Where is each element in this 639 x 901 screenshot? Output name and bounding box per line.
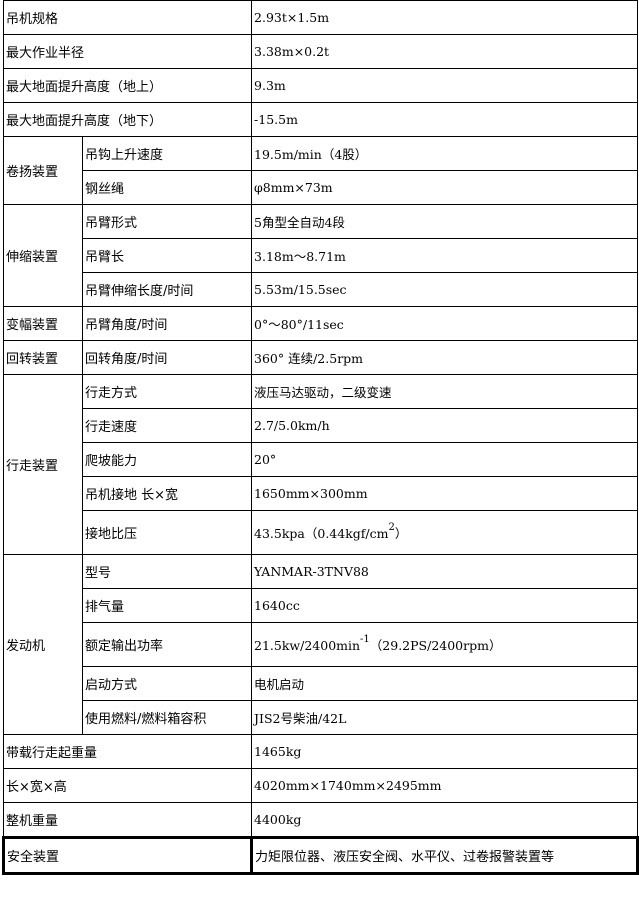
spec-label: 接地比压 xyxy=(81,510,253,555)
spec-label: 行走速度 xyxy=(81,408,253,443)
table-row: 额定输出功率 21.5kw/2400min-1（29.2PS/2400rpm） xyxy=(4,622,639,667)
spec-label: 回转角度/时间 xyxy=(81,340,253,375)
table-row: 启动方式 电机启动 xyxy=(4,666,639,701)
spec-label: 型号 xyxy=(81,554,253,589)
spec-value: 4400kg xyxy=(251,802,639,838)
table-row: 安全装置 力矩限位器、液压安全阀、水平仪、过卷报警装置等 xyxy=(1,836,639,875)
group-label: 发动机 xyxy=(3,554,83,735)
table-row: 吊机规格 2.93t×1.5m xyxy=(2,0,639,35)
value-part: 21.5kw/2400min xyxy=(254,638,361,653)
value-part: 43.5kpa（0.44kgf/cm xyxy=(254,526,389,541)
spec-label: 行走方式 xyxy=(81,374,253,409)
spec-value: 20° xyxy=(251,442,639,477)
spec-value: 3.18m～8.71m xyxy=(251,238,639,273)
spec-value: 19.5m/min（4股） xyxy=(251,136,639,171)
table-row: 伸缩装置 吊臂形式 5角型全自动4段 xyxy=(3,204,639,307)
value-part: -1 xyxy=(360,633,370,645)
table-row: 发动机 型号 YANMAR-3TNV88 xyxy=(3,554,639,735)
spec-value: 2.7/5.0km/h xyxy=(251,408,639,443)
table-row: 吊机接地 长×宽 1650mm×300mm xyxy=(4,476,639,511)
spec-label: 吊臂长 xyxy=(81,238,253,273)
spec-value: 2.93t×1.5m xyxy=(251,0,639,35)
spec-value: JIS2号柴油/42L xyxy=(251,700,639,735)
spec-label: 额定输出功率 xyxy=(81,622,253,667)
spec-label: 安全装置 xyxy=(1,836,254,875)
spec-table: 吊机规格 2.93t×1.5m 最大作业半径 3.38m×0.2t 最大地面提升高度（地… xyxy=(1,0,639,875)
table-row: 最大作业半径 3.38m×0.2t xyxy=(2,34,639,69)
spec-value: 力矩限位器、液压安全阀、水平仪、过卷报警装置等 xyxy=(250,836,639,875)
spec-label: 吊臂角度/时间 xyxy=(81,306,253,341)
spec-label: 爬坡能力 xyxy=(81,442,253,477)
spec-label: 长×宽×高 xyxy=(2,768,253,803)
table-row: 吊臂伸缩长度/时间 5.53m/15.5sec xyxy=(4,272,639,307)
table-row: 排气量 1640cc xyxy=(4,588,639,623)
group-label: 变幅装置 xyxy=(3,306,83,341)
spec-label: 吊臂伸缩长度/时间 xyxy=(81,272,253,307)
group-label: 伸缩装置 xyxy=(3,204,83,307)
table-row: 长×宽×高 4020mm×1740mm×2495mm xyxy=(2,768,639,803)
table-row: 回转装置 回转角度/时间 360° 连续/2.5rpm xyxy=(3,340,639,375)
spec-label: 钢丝绳 xyxy=(81,170,253,205)
spec-value: -15.5m xyxy=(251,102,639,137)
spec-value: 3.38m×0.2t xyxy=(251,34,639,69)
group-label: 回转装置 xyxy=(3,340,83,375)
spec-label: 最大地面提升高度（地上） xyxy=(2,68,253,103)
spec-value: 4020mm×1740mm×2495mm xyxy=(251,768,639,803)
spec-label: 使用燃料/燃料箱容积 xyxy=(81,700,253,735)
spec-value: 1465kg xyxy=(251,734,639,769)
value-part: ） xyxy=(394,526,408,541)
spec-value: φ8mm×73m xyxy=(251,170,639,205)
table-row: 行走速度 2.7/5.0km/h xyxy=(4,408,639,443)
spec-value: 1640cc xyxy=(251,588,639,623)
spec-value: 21.5kw/2400min-1（29.2PS/2400rpm） xyxy=(251,622,639,667)
table-row: 卷扬装置 吊钩上升速度 19.5m/min（4股） xyxy=(3,136,639,205)
table-row: 钢丝绳 φ8mm×73m xyxy=(4,170,639,205)
spec-label: 最大作业半径 xyxy=(2,34,253,69)
table-row: 吊臂长 3.18m～8.71m xyxy=(4,238,639,273)
spec-value: 360° 连续/2.5rpm xyxy=(251,340,639,375)
spec-value: 43.5kpa（0.44kgf/cm2） xyxy=(251,510,639,555)
table-row: 变幅装置 吊臂角度/时间 0°～80°/11sec xyxy=(3,306,639,341)
table-row: 最大地面提升高度（地下） -15.5m xyxy=(2,102,639,137)
table-row: 带载行走起重量 1465kg xyxy=(2,734,639,769)
group-label: 行走装置 xyxy=(3,374,83,555)
table-row: 行走装置 行走方式 液压马达驱动，二级变速 xyxy=(3,374,639,555)
table-row: 整机重量 4400kg xyxy=(2,802,639,838)
spec-label: 带载行走起重量 xyxy=(2,734,253,769)
spec-value: 5角型全自动4段 xyxy=(251,204,639,239)
spec-value: 1650mm×300mm xyxy=(251,476,639,511)
spec-label: 最大地面提升高度（地下） xyxy=(2,102,253,137)
spec-value: 液压马达驱动，二级变速 xyxy=(251,374,639,409)
spec-label: 吊机接地 长×宽 xyxy=(81,476,253,511)
table-row: 使用燃料/燃料箱容积 JIS2号柴油/42L xyxy=(4,700,639,735)
table-row: 爬坡能力 20° xyxy=(4,442,639,477)
spec-value: 电机启动 xyxy=(251,666,639,701)
group-label: 卷扬装置 xyxy=(3,136,83,205)
spec-label: 吊臂形式 xyxy=(81,204,253,239)
spec-label: 整机重量 xyxy=(2,802,253,838)
spec-label: 排气量 xyxy=(81,588,253,623)
table-row: 接地比压 43.5kpa（0.44kgf/cm2） xyxy=(4,510,639,555)
spec-value: 5.53m/15.5sec xyxy=(251,272,639,307)
spec-label: 启动方式 xyxy=(81,666,253,701)
spec-label: 吊钩上升速度 xyxy=(81,136,253,171)
value-part: （29.2PS/2400rpm） xyxy=(369,638,502,653)
spec-value: YANMAR-3TNV88 xyxy=(251,554,639,589)
table-row: 最大地面提升高度（地上） 9.3m xyxy=(2,68,639,103)
spec-value: 9.3m xyxy=(251,68,639,103)
spec-label: 吊机规格 xyxy=(2,0,253,35)
value-part: 2 xyxy=(388,521,395,533)
spec-value: 0°～80°/11sec xyxy=(251,306,639,341)
